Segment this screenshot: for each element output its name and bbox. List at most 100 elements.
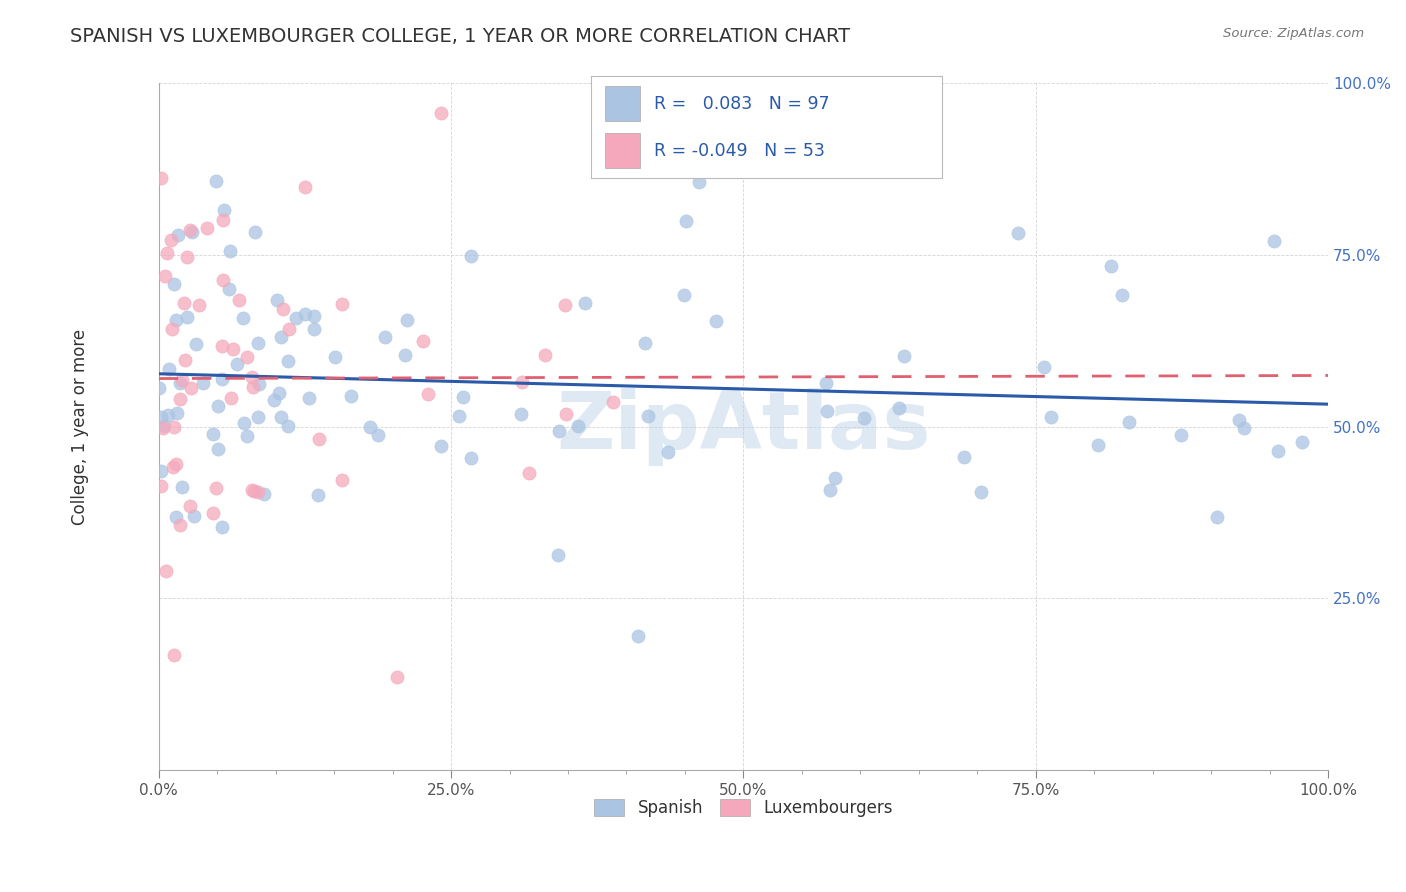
Point [243,225,266,239]
Point [308,432,330,446]
Text: R = -0.049   N = 53: R = -0.049 N = 53 [654,142,825,160]
Point [554,407,576,421]
Point [294,179,316,194]
Point [1267,443,1289,458]
Point [211,273,233,287]
Point [184,336,207,351]
Point [266,293,288,307]
Point [169,392,191,407]
Point [395,312,418,326]
Point [323,351,346,365]
Point [1118,415,1140,429]
Point [1263,234,1285,248]
Point [270,410,292,425]
Point [430,439,453,453]
Point [176,310,198,325]
Point [263,392,285,407]
Point [166,406,188,420]
Point [270,330,292,344]
Point [246,335,269,350]
Point [226,357,249,371]
Point [451,390,474,404]
Point [211,339,233,353]
Point [394,348,416,362]
Point [271,301,294,316]
Point [298,392,321,406]
Text: R =   0.083   N = 97: R = 0.083 N = 97 [654,95,830,112]
Text: SPANISH VS LUXEMBOURGER COLLEGE, 1 YEAR OR MORE CORRELATION CHART: SPANISH VS LUXEMBOURGER COLLEGE, 1 YEAR … [70,27,851,45]
Point [156,246,179,260]
Point [824,471,846,485]
Point [247,484,270,499]
Point [157,408,180,422]
Point [374,330,396,344]
Point [211,519,233,533]
Point [509,407,531,421]
Point [150,409,173,424]
Point [602,395,624,409]
Point [221,391,243,405]
Point [675,214,697,228]
Point [818,483,841,497]
Point [657,445,679,459]
Point [634,336,657,351]
Point [170,480,193,494]
Point [183,508,205,523]
Point [853,411,876,425]
Text: Source: ZipAtlas.com: Source: ZipAtlas.com [1223,27,1364,40]
Point [246,409,269,424]
Point [232,416,254,430]
Point [1099,259,1122,273]
Legend: Spanish, Luxembourgers: Spanish, Luxembourgers [588,792,900,823]
Point [253,487,276,501]
Point [242,380,264,394]
Point [222,342,245,356]
Point [201,426,224,441]
Point [1007,226,1029,240]
Point [165,509,187,524]
Point [1206,509,1229,524]
Point [1033,359,1056,374]
Point [815,376,838,390]
Point [155,564,177,578]
Point [1111,288,1133,302]
Point [176,250,198,264]
Point [173,296,195,310]
Point [1039,409,1062,424]
Y-axis label: College, 1 year or more: College, 1 year or more [72,328,89,524]
Point [887,401,910,415]
Point [267,385,290,400]
Point [387,670,409,684]
Point [228,293,250,307]
Point [574,296,596,310]
Point [247,376,270,391]
Point [517,467,540,481]
Point [302,322,325,336]
Point [704,314,727,328]
Point [330,297,353,311]
Point [567,419,589,434]
Point [165,313,187,327]
Point [340,389,363,403]
Point [637,409,659,424]
Point [152,418,174,433]
Point [893,349,915,363]
Point [1233,421,1256,435]
Point [1229,413,1251,427]
Point [207,399,229,413]
Point [157,361,180,376]
Point [169,376,191,390]
Point [218,244,240,258]
Point [815,404,838,418]
Point [232,311,254,326]
Point [180,225,202,239]
Point [179,223,201,237]
Point [1291,435,1313,450]
Point [180,381,202,395]
Point [449,409,471,423]
Point [165,457,187,471]
Point [240,483,263,497]
Point [512,376,534,390]
Point [149,171,172,186]
Point [547,548,569,562]
